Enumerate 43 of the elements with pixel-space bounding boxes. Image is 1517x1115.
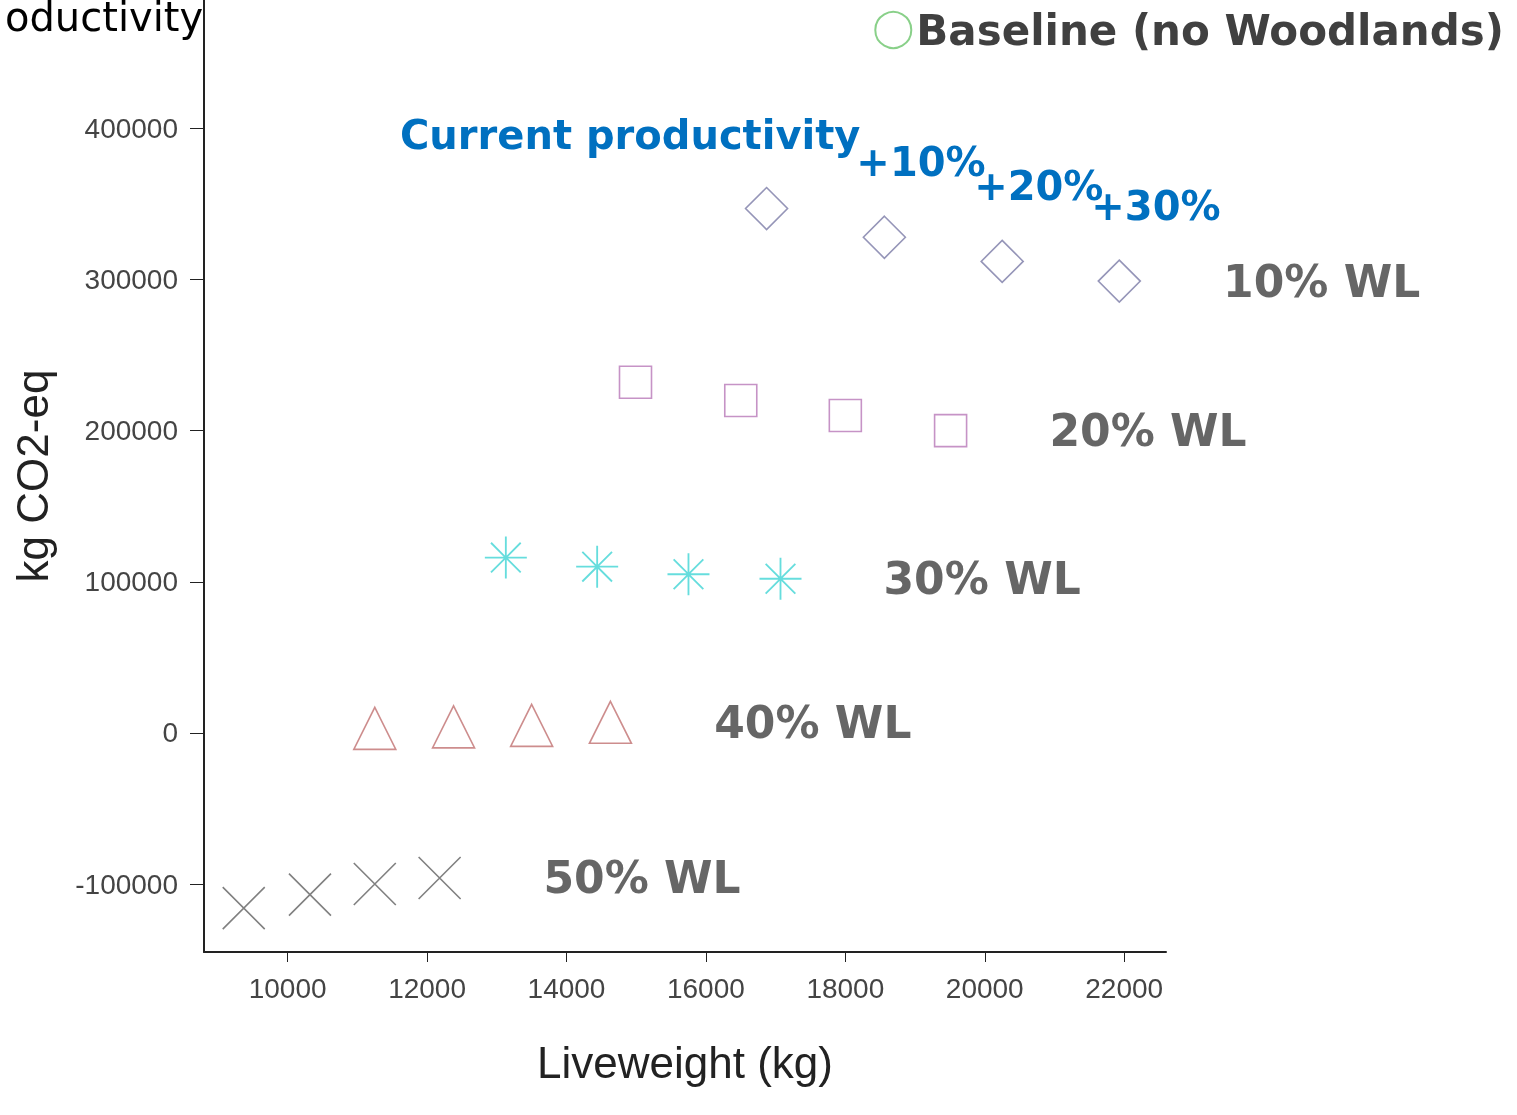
chart-title: oductivity — [5, 0, 204, 40]
point — [352, 706, 397, 751]
point — [933, 413, 968, 448]
point — [417, 856, 462, 900]
point — [759, 557, 802, 600]
series-label: 10% WL — [1223, 255, 1421, 307]
point — [588, 700, 633, 745]
y-tick-label: 100000 — [84, 566, 178, 598]
point — [828, 398, 863, 433]
series-label: 40% WL — [714, 696, 912, 748]
y-tick-label: 0 — [162, 717, 178, 749]
point — [576, 545, 619, 588]
series-label: 50% WL — [543, 852, 741, 904]
point — [667, 553, 710, 596]
point — [618, 365, 653, 400]
point — [744, 186, 789, 231]
point — [980, 239, 1024, 284]
point — [288, 872, 332, 917]
x-tick-label: 12000 — [388, 972, 467, 1004]
y-tick-label: -100000 — [75, 868, 178, 900]
x-axis-title: Liveweight (kg) — [537, 1037, 833, 1087]
legend-label: Baseline (no Woodlands) — [916, 5, 1505, 55]
point — [862, 215, 907, 260]
series-label: 20% WL — [1049, 405, 1247, 457]
annotation: Current productivity — [400, 112, 861, 158]
point — [484, 536, 527, 579]
point — [1097, 259, 1142, 303]
point — [352, 862, 397, 906]
point — [509, 703, 554, 748]
y-axis-title: kg CO2-eq — [7, 369, 57, 583]
point — [431, 705, 476, 749]
series-label: 30% WL — [883, 553, 1081, 605]
x-tick-label: 20000 — [945, 972, 1024, 1004]
x-tick-label: 16000 — [666, 972, 745, 1004]
point — [723, 383, 758, 418]
y-tick-label: 400000 — [84, 112, 178, 144]
x-tick-label: 14000 — [527, 972, 606, 1004]
point — [221, 886, 266, 930]
y-tick-label: 200000 — [84, 415, 178, 447]
x-tick-label: 18000 — [806, 972, 885, 1004]
x-tick-label: 22000 — [1085, 972, 1164, 1004]
y-tick-label: 300000 — [84, 264, 178, 296]
x-tick-label: 10000 — [248, 972, 327, 1004]
